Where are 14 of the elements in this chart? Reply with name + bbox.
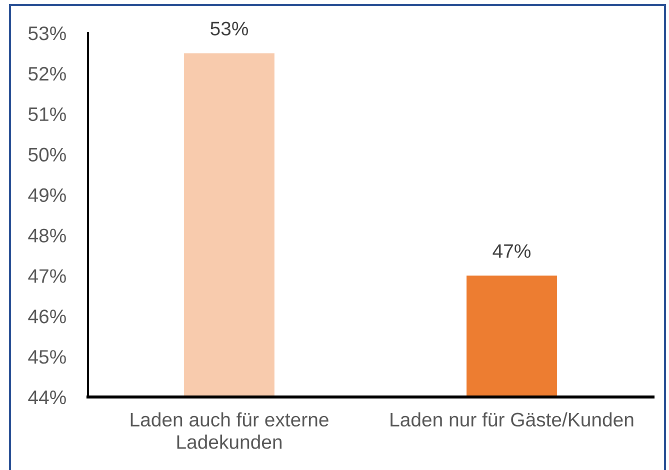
data-label: 47% [492, 244, 531, 258]
y-tick-label: 50% [28, 148, 66, 162]
y-tick-label: 51% [28, 107, 66, 122]
y-tick-label: 48% [28, 228, 66, 242]
y-tick-label: 46% [28, 310, 66, 324]
y-tick-label: 53% [28, 26, 66, 40]
y-tick-label: 47% [28, 269, 66, 283]
y-tick-label: 49% [28, 188, 66, 202]
y-tick-label: 45% [28, 350, 66, 364]
y-tick-label: 52% [28, 66, 66, 81]
x-tick-label: Laden nur für Gäste/Kunden [390, 412, 634, 427]
y-tick-label: 44% [28, 390, 66, 404]
data-label: 53% [210, 22, 248, 36]
x-tick-label: Laden auch für externe Ladekunden [130, 412, 328, 449]
